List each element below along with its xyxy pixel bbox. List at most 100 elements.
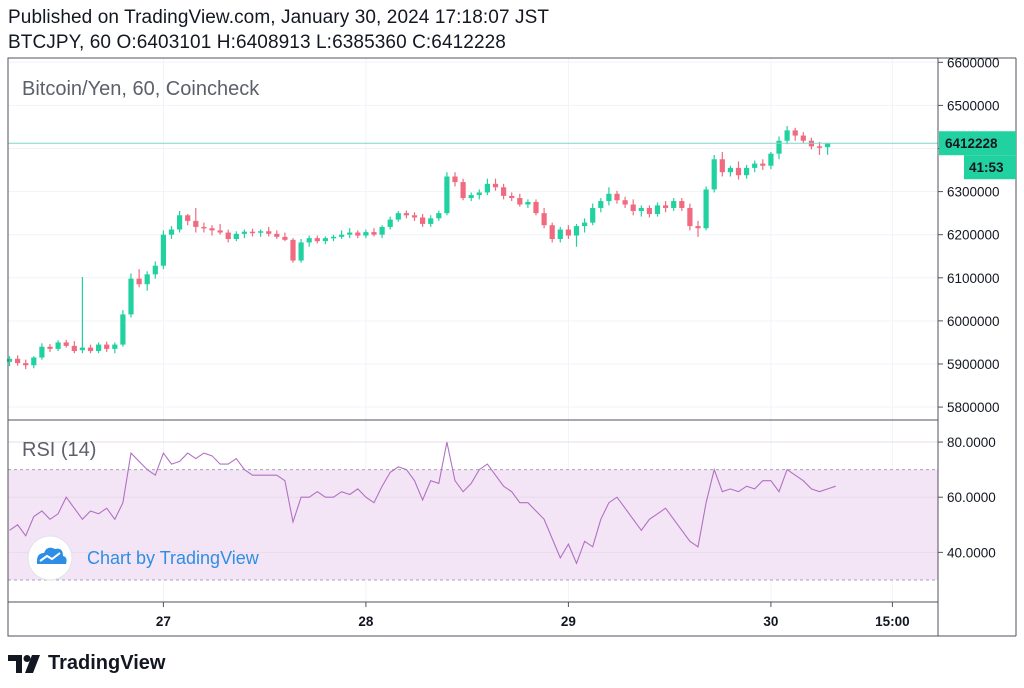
candle-body-down[interactable] (719, 159, 725, 173)
candle-body-up[interactable] (557, 229, 563, 239)
candle-body-up[interactable] (120, 314, 126, 345)
candle-body-up[interactable] (168, 229, 175, 235)
candle-body-up[interactable] (112, 344, 118, 349)
candle-body-up[interactable] (784, 130, 790, 141)
candle-body-down[interactable] (282, 236, 288, 240)
candle-body-down[interactable] (71, 345, 77, 352)
candle-body-down[interactable] (87, 347, 94, 352)
candle-body-up[interactable] (298, 242, 304, 261)
candle-body-down[interactable] (533, 201, 539, 214)
candle-body-down[interactable] (760, 163, 766, 166)
candle-body-down[interactable] (47, 346, 53, 349)
candle-body-down[interactable] (274, 233, 280, 237)
candle-body-down[interactable] (687, 207, 693, 227)
candle-body-up[interactable] (55, 342, 61, 349)
candle-body-up[interactable] (79, 347, 85, 351)
candle-body-up[interactable] (339, 234, 345, 237)
candle-body-down[interactable] (201, 226, 207, 229)
candle-body-down[interactable] (411, 215, 418, 218)
candle-body-up[interactable] (395, 213, 401, 220)
candle-body-down[interactable] (541, 213, 547, 226)
candle-body-up[interactable] (306, 238, 312, 243)
candle-body-down[interactable] (816, 146, 823, 148)
candle-body-down[interactable] (193, 220, 199, 227)
candle-body-down[interactable] (792, 130, 798, 136)
candle-body-down[interactable] (452, 176, 458, 183)
candle-body-down[interactable] (517, 198, 523, 205)
candle-body-down[interactable] (403, 213, 409, 216)
candle-body-down[interactable] (800, 135, 806, 141)
candle-body-up[interactable] (711, 159, 717, 190)
candle-body-down[interactable] (614, 193, 620, 201)
candle-body-up[interactable] (39, 346, 45, 358)
candle-body-down[interactable] (104, 344, 110, 349)
candle-body-down[interactable] (663, 205, 669, 208)
candle-body-up[interactable] (468, 195, 474, 199)
candle-body-up[interactable] (330, 236, 337, 239)
candle-body-down[interactable] (695, 226, 701, 229)
candle-body-up[interactable] (582, 222, 588, 227)
candle-body-down[interactable] (23, 363, 29, 366)
candle-body-down[interactable] (371, 232, 377, 235)
candle-body-up[interactable] (363, 232, 369, 236)
candle-body-up[interactable] (96, 344, 102, 352)
candle-body-up[interactable] (152, 265, 158, 275)
candle-body-up[interactable] (703, 189, 709, 229)
candle-body-up[interactable] (233, 233, 239, 239)
candle-body-up[interactable] (590, 207, 596, 223)
candle-body-up[interactable] (776, 140, 782, 154)
candle-body-down[interactable] (509, 195, 515, 199)
candle-body-down[interactable] (355, 232, 361, 236)
candle-body-up[interactable] (128, 278, 134, 315)
candle-body-up[interactable] (484, 183, 490, 193)
candle-body-up[interactable] (241, 231, 247, 234)
candle-body-down[interactable] (63, 342, 69, 346)
candle-body-up[interactable] (638, 207, 644, 211)
candle-body-up[interactable] (654, 205, 661, 215)
candle-body-up[interactable] (825, 143, 831, 148)
candle-body-down[interactable] (225, 232, 231, 239)
candle-body-up[interactable] (144, 274, 150, 285)
candle-body-up[interactable] (444, 176, 450, 214)
candle-body-down[interactable] (185, 215, 191, 221)
candle-body-up[interactable] (573, 226, 580, 236)
candle-body-up[interactable] (744, 167, 750, 176)
candle-body-up[interactable] (160, 234, 166, 266)
candle-body-down[interactable] (15, 358, 21, 364)
candle-body-up[interactable] (258, 231, 264, 233)
candle-body-down[interactable] (420, 217, 426, 224)
candle-body-down[interactable] (630, 204, 636, 211)
candle-body-down[interactable] (217, 230, 223, 233)
candle-body-up[interactable] (727, 167, 733, 173)
candle-body-up[interactable] (768, 153, 774, 166)
candle-body-down[interactable] (136, 278, 142, 285)
candle-body-down[interactable] (209, 228, 215, 231)
candle-body-up[interactable] (671, 201, 677, 208)
candle-body-up[interactable] (379, 226, 385, 235)
candle-body-up[interactable] (387, 219, 393, 227)
candle-body-up[interactable] (177, 215, 183, 230)
candle-body-up[interactable] (428, 218, 434, 224)
price-chart[interactable]: 5800000 5900000 6000000 6100000 6200000 63000… (0, 0, 1024, 640)
candle-body-up[interactable] (31, 357, 37, 366)
candle-body-up[interactable] (598, 201, 604, 208)
candle-body-down[interactable] (266, 231, 272, 234)
candle-body-up[interactable] (525, 201, 531, 205)
candle-body-up[interactable] (347, 232, 353, 235)
candle-body-up[interactable] (476, 192, 482, 196)
candle-body-down[interactable] (460, 182, 466, 199)
candle-body-up[interactable] (6, 358, 13, 362)
candle-body-down[interactable] (290, 239, 296, 261)
candle-body-down[interactable] (565, 229, 571, 236)
candle-body-down[interactable] (314, 238, 320, 242)
footer-brand[interactable]: TradingView (8, 652, 165, 675)
candle-body-down[interactable] (646, 207, 652, 215)
candle-body-down[interactable] (679, 201, 685, 208)
candle-body-up[interactable] (322, 238, 328, 242)
candle-body-down[interactable] (549, 225, 555, 239)
candle-body-down[interactable] (622, 200, 628, 205)
candle-body-down[interactable] (492, 183, 499, 188)
candle-body-down[interactable] (501, 187, 507, 196)
candle-body-up[interactable] (436, 213, 442, 219)
candle-body-down[interactable] (735, 167, 742, 176)
